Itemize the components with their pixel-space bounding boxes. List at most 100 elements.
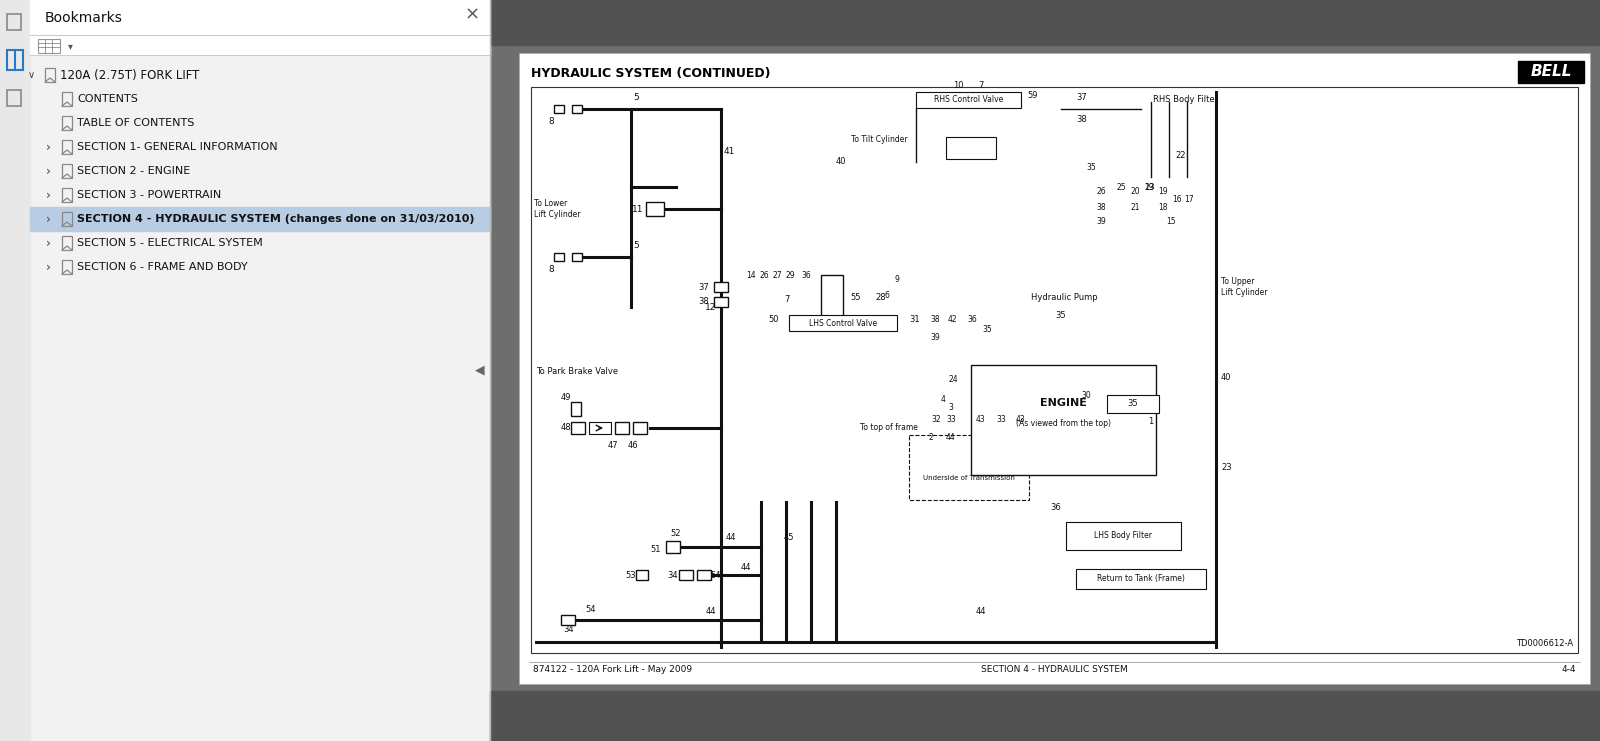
Text: 17: 17 [1184, 196, 1194, 205]
Text: 29: 29 [1144, 182, 1154, 191]
Bar [971, 365, 1155, 475]
Text: 41: 41 [723, 147, 736, 156]
Text: 12: 12 [704, 302, 717, 311]
Text: 37: 37 [1075, 93, 1086, 102]
Text: 10: 10 [952, 81, 963, 90]
Text: ›: › [45, 141, 51, 153]
Text: 43: 43 [1016, 416, 1026, 425]
Text: 44: 44 [706, 606, 717, 616]
Text: 4: 4 [941, 396, 946, 405]
Text: ›: › [45, 213, 51, 225]
Bar [571, 402, 581, 416]
Text: 40: 40 [1221, 373, 1232, 382]
Text: 4-4: 4-4 [1562, 665, 1576, 674]
Bar [637, 570, 648, 580]
Text: 13: 13 [1144, 182, 1154, 191]
Bar [531, 87, 1578, 653]
Text: Underside of Transmission: Underside of Transmission [923, 474, 1014, 480]
Text: To Tilt Cylinder: To Tilt Cylinder [851, 135, 907, 144]
Bar [714, 282, 728, 292]
Text: 51: 51 [651, 545, 661, 554]
Bar [62, 212, 72, 226]
Text: 16: 16 [1173, 196, 1182, 205]
Text: ›: › [45, 165, 51, 178]
Text: 25: 25 [1117, 182, 1126, 191]
Text: 50: 50 [768, 316, 779, 325]
Text: 29: 29 [786, 270, 795, 279]
Text: RHS Body Filter: RHS Body Filter [1154, 95, 1218, 104]
Bar [490, 0, 1600, 45]
Text: To Lower
Lift Cylinder: To Lower Lift Cylinder [534, 199, 581, 219]
Text: 35: 35 [1128, 399, 1138, 408]
Text: 39: 39 [1096, 218, 1106, 227]
Bar [1518, 61, 1584, 83]
Bar [554, 253, 563, 261]
Text: 2: 2 [928, 433, 933, 442]
Bar [30, 35, 490, 55]
Text: 36: 36 [802, 270, 811, 279]
Text: 30: 30 [1082, 391, 1091, 399]
Text: Return to Tank (Frame): Return to Tank (Frame) [1098, 574, 1186, 583]
Bar [518, 53, 1590, 684]
Text: SECTION 2 - ENGINE: SECTION 2 - ENGINE [77, 166, 190, 176]
Bar [0, 0, 30, 741]
Text: SECTION 3 - POWERTRAIN: SECTION 3 - POWERTRAIN [77, 190, 221, 200]
Bar [571, 422, 586, 434]
Bar [62, 236, 72, 250]
Text: 34: 34 [667, 571, 678, 579]
Text: Bookmarks: Bookmarks [45, 11, 123, 25]
Bar [614, 422, 629, 434]
Bar [6, 14, 21, 30]
Text: TD0006612-A: TD0006612-A [1515, 639, 1573, 648]
Bar [1066, 522, 1181, 550]
Text: 53: 53 [626, 571, 637, 579]
Bar [62, 92, 72, 106]
Text: 42: 42 [947, 314, 957, 324]
Text: 20: 20 [1130, 187, 1139, 196]
Text: 44: 44 [976, 606, 986, 616]
Bar [62, 260, 72, 274]
Bar [698, 570, 710, 580]
Text: 22: 22 [1176, 150, 1186, 159]
Text: ×: × [464, 6, 480, 24]
Text: 44: 44 [946, 433, 955, 442]
Text: 38: 38 [1096, 202, 1106, 211]
Text: ENGINE: ENGINE [1040, 398, 1086, 408]
Text: SECTION 4 - HYDRAULIC SYSTEM: SECTION 4 - HYDRAULIC SYSTEM [981, 665, 1128, 674]
Bar [62, 164, 72, 178]
Text: 54: 54 [586, 605, 597, 614]
Text: 6: 6 [885, 290, 890, 299]
Text: 9: 9 [894, 276, 899, 285]
Text: RHS Control Valve: RHS Control Valve [934, 96, 1003, 104]
Text: 21: 21 [1130, 202, 1139, 211]
Bar [946, 137, 995, 159]
Text: 23: 23 [1221, 462, 1232, 471]
Bar [0, 0, 490, 741]
Text: 3: 3 [949, 402, 954, 411]
Text: 35: 35 [982, 325, 992, 333]
Text: Hydraulic Pump: Hydraulic Pump [1030, 293, 1098, 302]
Text: 19: 19 [1158, 187, 1168, 196]
Text: 8: 8 [549, 265, 554, 273]
Text: 39: 39 [930, 333, 939, 342]
Text: SECTION 4 - HYDRAULIC SYSTEM (changes done on 31/03/2010): SECTION 4 - HYDRAULIC SYSTEM (changes do… [77, 214, 475, 224]
Bar [1075, 569, 1206, 589]
Text: 26: 26 [1096, 187, 1106, 196]
Text: SECTION 5 - ELECTRICAL SYSTEM: SECTION 5 - ELECTRICAL SYSTEM [77, 238, 262, 248]
Text: 874122 - 120A Fork Lift - May 2009: 874122 - 120A Fork Lift - May 2009 [533, 665, 693, 674]
Text: SECTION 6 - FRAME AND BODY: SECTION 6 - FRAME AND BODY [77, 262, 248, 272]
Text: 5: 5 [634, 93, 638, 102]
Bar [646, 202, 664, 216]
Text: 31: 31 [910, 316, 920, 325]
Text: 44: 44 [741, 562, 752, 571]
Text: 28: 28 [875, 293, 886, 302]
Text: 49: 49 [560, 393, 571, 402]
Text: 48: 48 [560, 422, 571, 431]
Bar [562, 615, 574, 625]
Bar [30, 0, 490, 35]
Text: 36: 36 [966, 314, 978, 324]
Text: 27: 27 [773, 270, 782, 279]
Bar [714, 297, 728, 307]
Bar [915, 92, 1021, 108]
Bar [6, 90, 21, 106]
